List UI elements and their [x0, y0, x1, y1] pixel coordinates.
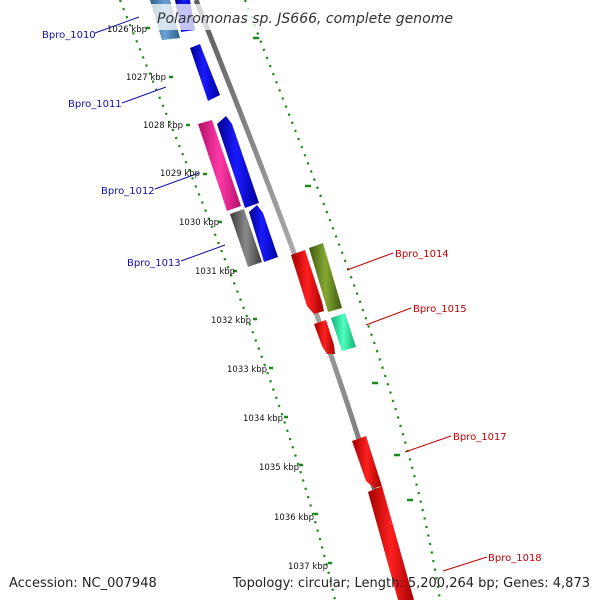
- right-gene-labels: Bpro_1014 Bpro_1015 Bpro_1017 Bpro_1018: [395, 249, 542, 564]
- feature-red-1017: [352, 436, 382, 488]
- genome-title: Polaromonas sp. JS666, complete genome: [157, 11, 453, 27]
- feature-blue-1011: [190, 44, 220, 101]
- kbp-label: 1034 kbp: [243, 414, 283, 424]
- gene-label-bpro-1011[interactable]: Bpro_1011: [68, 99, 122, 110]
- gene-label-bpro-1013[interactable]: Bpro_1013: [127, 258, 181, 269]
- feature-olive-1014: [309, 243, 342, 312]
- feature-blue-1013: [249, 205, 278, 262]
- feature-red-1018: [368, 486, 414, 600]
- kbp-labels: 1026 kbp 1027 kbp 1028 kbp 1029 kbp 1030…: [107, 25, 328, 572]
- kbp-label: 1028 kbp: [143, 121, 183, 131]
- feature-gray-1013: [230, 209, 262, 267]
- gene-label-bpro-1018[interactable]: Bpro_1018: [488, 553, 542, 564]
- accession-text: Accession: NC_007948: [9, 576, 157, 591]
- kbp-label: 1035 kbp: [259, 463, 299, 473]
- gene-label-bpro-1012[interactable]: Bpro_1012: [101, 186, 155, 197]
- outer-dotted-track: [243, 0, 442, 600]
- left-gene-labels: Bpro_1010 Bpro_1011 Bpro_1012 Bpro_1013: [42, 30, 181, 269]
- feature-blue-1012: [217, 116, 259, 208]
- kbp-label: 1027 kbp: [126, 73, 166, 83]
- kbp-label: 1033 kbp: [227, 365, 267, 375]
- right-callout-lines: [346, 252, 488, 572]
- kbp-label: 1026 kbp: [107, 25, 147, 35]
- gene-label-bpro-1010[interactable]: Bpro_1010: [42, 30, 96, 41]
- gene-label-bpro-1014[interactable]: Bpro_1014: [395, 249, 449, 260]
- feature-red-1014: [291, 250, 324, 314]
- kbp-label: 1030 kbp: [179, 218, 219, 228]
- left-callout-lines: [94, 16, 226, 262]
- topology-text: Topology: circular; Length: 5,200,264 bp…: [232, 576, 590, 591]
- kbp-label: 1031 kbp: [195, 267, 235, 277]
- feature-magenta-1012: [198, 120, 241, 211]
- feature-aqua-1015: [331, 313, 356, 351]
- gene-label-bpro-1017[interactable]: Bpro_1017: [453, 432, 507, 443]
- kbp-tick-marks: [146, 26, 332, 565]
- feature-red-1015: [314, 320, 335, 354]
- gene-label-bpro-1015[interactable]: Bpro_1015: [413, 304, 467, 315]
- kbp-label: 1032 kbp: [211, 316, 251, 326]
- outer-track-marks: [253, 36, 413, 502]
- kbp-label: 1036 kbp: [274, 513, 314, 523]
- kbp-label: 1037 kbp: [288, 562, 328, 572]
- inner-dotted-track: [118, 0, 337, 600]
- kbp-label: 1029 kbp: [160, 169, 200, 179]
- title-backdrop: [150, 4, 450, 30]
